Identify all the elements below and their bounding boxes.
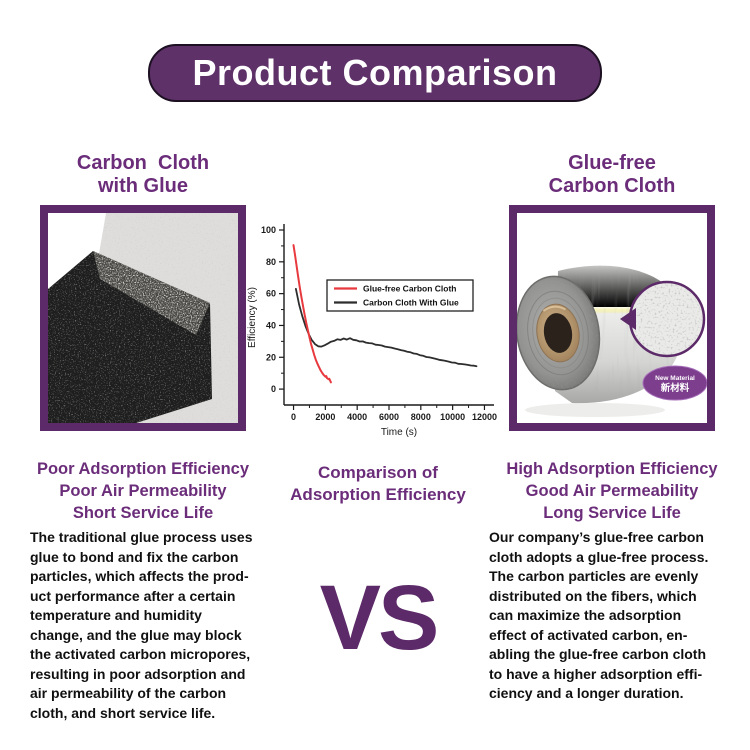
- efficiency-chart: 0 2000 4000 6000 8000 10000 12000 0 20 40 60 80 100 E…: [247, 224, 497, 438]
- y-tick-label: 20: [266, 352, 276, 362]
- x-tick-label: 10000: [440, 412, 465, 422]
- title-banner: Product Comparison: [148, 44, 602, 102]
- legend-box: [326, 279, 474, 312]
- page-title: Product Comparison: [192, 52, 558, 93]
- vs-label: VS: [319, 567, 440, 669]
- y-tick-label: 60: [266, 289, 276, 299]
- winding-ring: [532, 297, 584, 369]
- y-tick-label: 80: [266, 257, 276, 267]
- glued-cloth-image: [48, 213, 238, 425]
- x-tick-label: 0: [291, 412, 296, 422]
- left-column-heading: Carbon Cloth with Glue: [76, 152, 210, 197]
- core-highlight: [542, 305, 566, 312]
- new-material-badge: New Material 新材料: [642, 365, 708, 401]
- legend-label: Carbon Cloth With Glue: [363, 298, 459, 308]
- glued-cloth-photo-frame: [40, 205, 246, 431]
- chart-container: 0 2000 4000 6000 8000 10000 12000 0 20 40 60 80 100 E…: [244, 220, 499, 445]
- x-tick-label: 12000: [472, 412, 497, 422]
- roll-shadow: [525, 403, 665, 417]
- right-subtitle: High Adsorption Efficiency Good Air Perm…: [506, 460, 718, 522]
- badge-text-en: New Material: [655, 375, 695, 382]
- y-tick-label: 40: [266, 320, 276, 330]
- chart-legend: Glue-free Carbon Cloth Carbon Cloth With …: [326, 279, 474, 312]
- badge-text-cn: 新材料: [661, 382, 690, 394]
- right-description: Our company’s glue-free carbon cloth ado…: [489, 529, 709, 701]
- core-hole: [543, 313, 573, 353]
- winding-ring: [527, 290, 589, 376]
- series-line: [292, 244, 332, 384]
- legend-label: Glue-free Carbon Cloth: [363, 284, 457, 294]
- magnifier-pointer: [620, 308, 636, 330]
- series-line: [295, 288, 478, 368]
- x-tick-label: 6000: [379, 412, 399, 422]
- roll-face: [507, 269, 609, 397]
- glue-free-roll-photo-frame: New Material 新材料: [507, 205, 715, 431]
- y-axis-title: Efficiency (%): [247, 287, 258, 348]
- carbon-roll-image: New Material 新材料: [507, 213, 708, 423]
- x-tick-label: 8000: [411, 412, 431, 422]
- x-axis-title: Time (s): [381, 427, 417, 438]
- left-description: The traditional glue process uses glue t…: [30, 529, 253, 721]
- chart-caption: Comparison of Adsorption Efficiency: [290, 463, 466, 504]
- y-tick-label: 100: [261, 225, 276, 235]
- x-tick-label: 2000: [315, 412, 335, 422]
- right-column-heading: Glue-free Carbon Cloth: [548, 152, 676, 197]
- left-subtitle: Poor Adsorption Efficiency Poor Air Perm…: [36, 460, 250, 522]
- x-tick-label: 4000: [347, 412, 367, 422]
- y-tick-label: 0: [271, 384, 276, 394]
